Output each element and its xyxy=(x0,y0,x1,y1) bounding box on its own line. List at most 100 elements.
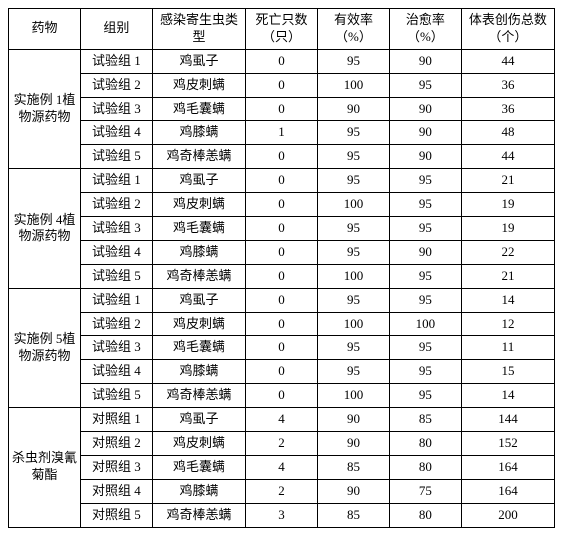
group-cell: 试验组 2 xyxy=(80,193,152,217)
group-cell: 对照组 2 xyxy=(80,432,152,456)
cure-cell: 95 xyxy=(389,360,461,384)
table-row: 杀虫剂溴氰菊酯对照组 1鸡虱子49085144 xyxy=(9,408,555,432)
header-row: 药物 组别 感染寄生虫类型 死亡只数（只） 有效率（%） 治愈率（%） 体表创伤… xyxy=(9,9,555,50)
cure-cell: 95 xyxy=(389,193,461,217)
parasite-cell: 鸡毛囊螨 xyxy=(152,336,245,360)
wound-cell: 200 xyxy=(461,503,554,527)
table-row: 试验组 2鸡皮刺螨010010012 xyxy=(9,312,555,336)
wound-cell: 11 xyxy=(461,336,554,360)
death-cell: 0 xyxy=(246,217,318,241)
table-row: 试验组 4鸡膝螨0959022 xyxy=(9,240,555,264)
parasite-cell: 鸡虱子 xyxy=(152,169,245,193)
group-cell: 试验组 1 xyxy=(80,288,152,312)
cure-cell: 100 xyxy=(389,312,461,336)
cure-cell: 75 xyxy=(389,479,461,503)
parasite-cell: 鸡毛囊螨 xyxy=(152,97,245,121)
group-cell: 对照组 3 xyxy=(80,455,152,479)
cure-cell: 95 xyxy=(389,264,461,288)
table-row: 试验组 2鸡皮刺螨01009536 xyxy=(9,73,555,97)
effective-cell: 90 xyxy=(317,408,389,432)
death-cell: 1 xyxy=(246,121,318,145)
cure-cell: 95 xyxy=(389,336,461,360)
effective-cell: 100 xyxy=(317,264,389,288)
header-parasite: 感染寄生虫类型 xyxy=(152,9,245,50)
table-row: 试验组 3鸡毛囊螨0959511 xyxy=(9,336,555,360)
group-cell: 试验组 4 xyxy=(80,240,152,264)
effective-cell: 95 xyxy=(317,145,389,169)
effective-cell: 95 xyxy=(317,169,389,193)
drug-cell: 杀虫剂溴氰菊酯 xyxy=(9,408,81,527)
group-cell: 试验组 3 xyxy=(80,336,152,360)
header-effective: 有效率（%） xyxy=(317,9,389,50)
death-cell: 4 xyxy=(246,408,318,432)
table-row: 对照组 2鸡皮刺螨29080152 xyxy=(9,432,555,456)
wound-cell: 19 xyxy=(461,217,554,241)
death-cell: 0 xyxy=(246,145,318,169)
effective-cell: 95 xyxy=(317,49,389,73)
effective-cell: 100 xyxy=(317,312,389,336)
death-cell: 0 xyxy=(246,169,318,193)
effective-cell: 95 xyxy=(317,336,389,360)
table-row: 对照组 4鸡膝螨29075164 xyxy=(9,479,555,503)
group-cell: 试验组 5 xyxy=(80,384,152,408)
parasite-cell: 鸡皮刺螨 xyxy=(152,432,245,456)
data-table: 药物 组别 感染寄生虫类型 死亡只数（只） 有效率（%） 治愈率（%） 体表创伤… xyxy=(8,8,555,528)
effective-cell: 95 xyxy=(317,121,389,145)
death-cell: 0 xyxy=(246,73,318,97)
parasite-cell: 鸡皮刺螨 xyxy=(152,193,245,217)
group-cell: 对照组 1 xyxy=(80,408,152,432)
effective-cell: 100 xyxy=(317,193,389,217)
wound-cell: 12 xyxy=(461,312,554,336)
table-row: 实施例 1植物源药物试验组 1鸡虱子0959044 xyxy=(9,49,555,73)
death-cell: 0 xyxy=(246,384,318,408)
header-drug: 药物 xyxy=(9,9,81,50)
group-cell: 试验组 5 xyxy=(80,145,152,169)
group-cell: 试验组 4 xyxy=(80,360,152,384)
effective-cell: 100 xyxy=(317,384,389,408)
cure-cell: 80 xyxy=(389,432,461,456)
wound-cell: 21 xyxy=(461,169,554,193)
death-cell: 2 xyxy=(246,479,318,503)
cure-cell: 90 xyxy=(389,97,461,121)
cure-cell: 95 xyxy=(389,73,461,97)
effective-cell: 85 xyxy=(317,503,389,527)
death-cell: 0 xyxy=(246,240,318,264)
cure-cell: 90 xyxy=(389,145,461,169)
group-cell: 试验组 3 xyxy=(80,217,152,241)
effective-cell: 95 xyxy=(317,360,389,384)
parasite-cell: 鸡奇棒恙螨 xyxy=(152,264,245,288)
cure-cell: 80 xyxy=(389,503,461,527)
table-row: 对照组 5鸡奇棒恙螨38580200 xyxy=(9,503,555,527)
table-row: 试验组 5鸡奇棒恙螨01009521 xyxy=(9,264,555,288)
group-cell: 试验组 3 xyxy=(80,97,152,121)
parasite-cell: 鸡膝螨 xyxy=(152,121,245,145)
cure-cell: 85 xyxy=(389,408,461,432)
table-row: 试验组 3鸡毛囊螨0909036 xyxy=(9,97,555,121)
cure-cell: 80 xyxy=(389,455,461,479)
wound-cell: 19 xyxy=(461,193,554,217)
table-row: 实施例 5植物源药物试验组 1鸡虱子0959514 xyxy=(9,288,555,312)
parasite-cell: 鸡皮刺螨 xyxy=(152,312,245,336)
group-cell: 试验组 5 xyxy=(80,264,152,288)
table-row: 试验组 3鸡毛囊螨0959519 xyxy=(9,217,555,241)
table-row: 试验组 4鸡膝螨0959515 xyxy=(9,360,555,384)
death-cell: 0 xyxy=(246,336,318,360)
parasite-cell: 鸡虱子 xyxy=(152,408,245,432)
parasite-cell: 鸡奇棒恙螨 xyxy=(152,503,245,527)
wound-cell: 22 xyxy=(461,240,554,264)
parasite-cell: 鸡奇棒恙螨 xyxy=(152,384,245,408)
cure-cell: 95 xyxy=(389,384,461,408)
table-row: 试验组 4鸡膝螨1959048 xyxy=(9,121,555,145)
header-wound: 体表创伤总数（个） xyxy=(461,9,554,50)
group-cell: 试验组 2 xyxy=(80,312,152,336)
wound-cell: 36 xyxy=(461,97,554,121)
parasite-cell: 鸡膝螨 xyxy=(152,479,245,503)
wound-cell: 152 xyxy=(461,432,554,456)
header-cure: 治愈率（%） xyxy=(389,9,461,50)
death-cell: 3 xyxy=(246,503,318,527)
wound-cell: 15 xyxy=(461,360,554,384)
table-row: 试验组 2鸡皮刺螨01009519 xyxy=(9,193,555,217)
death-cell: 0 xyxy=(246,264,318,288)
death-cell: 2 xyxy=(246,432,318,456)
table-row: 实施例 4植物源药物试验组 1鸡虱子0959521 xyxy=(9,169,555,193)
